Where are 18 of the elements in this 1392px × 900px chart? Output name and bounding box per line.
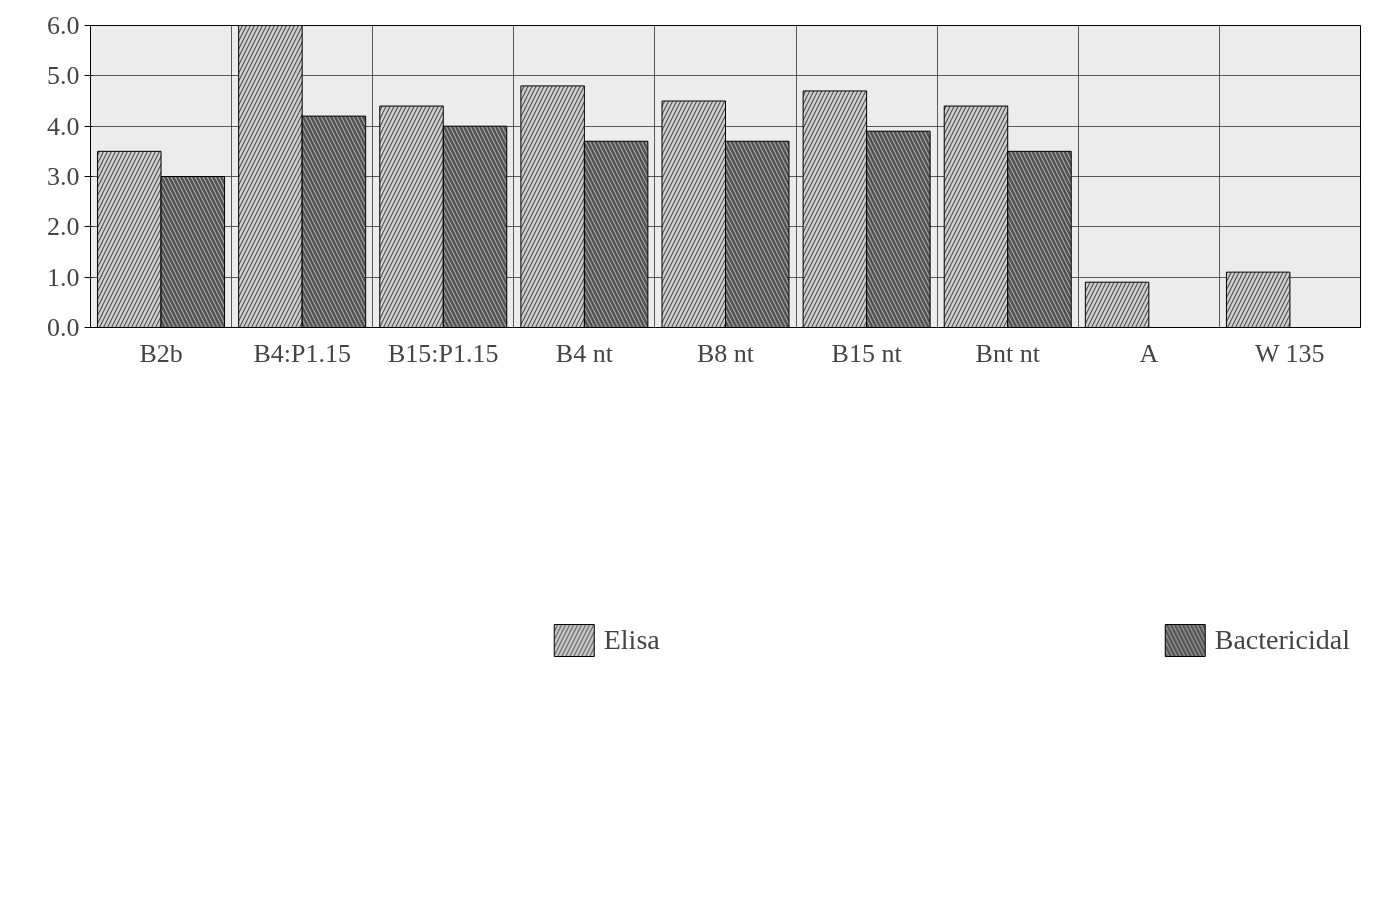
- y-tick-label: 6.0: [47, 11, 80, 40]
- y-tick-label: 3.0: [47, 162, 80, 191]
- y-tick-label: 2.0: [47, 212, 80, 242]
- legend-label: Elisa: [603, 624, 660, 656]
- x-tick-label: A: [1139, 338, 1159, 368]
- y-tick-label: 1.0: [47, 262, 80, 292]
- x-tick-label: Bnt nt: [975, 338, 1041, 368]
- x-tick-label: B15 nt: [831, 338, 903, 368]
- x-tick-label: B8 nt: [696, 338, 755, 368]
- legend-label: Bactericidal: [1214, 624, 1350, 656]
- x-tick-label: B15:P1.15: [388, 338, 499, 368]
- y-tick-label: 0.0: [47, 313, 80, 342]
- y-tick-label: 4.0: [47, 111, 80, 141]
- x-tick-label: B2b: [139, 338, 183, 368]
- x-tick-label: B4:P1.15: [253, 338, 351, 368]
- x-tick-label: W 135: [1254, 338, 1325, 368]
- y-tick-label: 5.0: [47, 61, 80, 91]
- x-tick-label: B4 nt: [555, 338, 614, 368]
